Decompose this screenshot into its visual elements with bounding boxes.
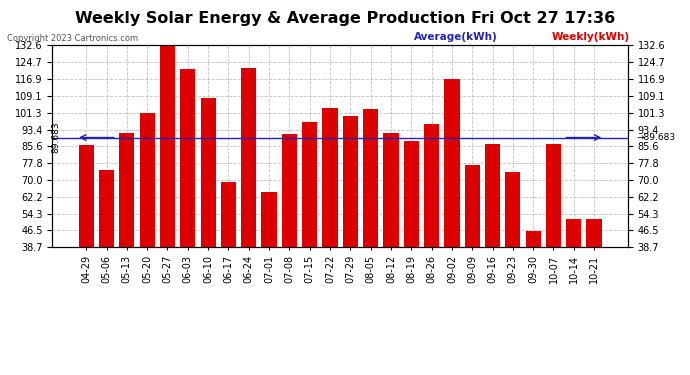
Text: 51.856: 51.856 — [569, 294, 578, 326]
Text: →89.683: →89.683 — [636, 133, 676, 142]
Bar — [119, 133, 135, 330]
Text: 51.692: 51.692 — [589, 294, 599, 326]
Bar — [79, 146, 94, 330]
Bar — [160, 45, 175, 330]
Text: 91.448: 91.448 — [285, 294, 294, 326]
Bar — [424, 124, 440, 330]
Bar — [343, 116, 358, 330]
Bar — [485, 144, 500, 330]
Text: 102.768: 102.768 — [366, 288, 375, 326]
Text: 95.892: 95.892 — [427, 294, 436, 326]
Text: 99.552: 99.552 — [346, 294, 355, 326]
Text: 91.816: 91.816 — [122, 294, 131, 326]
Bar — [99, 170, 114, 330]
Text: 89.683: 89.683 — [51, 122, 60, 153]
Bar — [262, 192, 277, 330]
Bar — [464, 165, 480, 330]
Text: 73.876: 73.876 — [509, 294, 518, 326]
Bar — [526, 231, 541, 330]
Text: Average(kWh): Average(kWh) — [414, 32, 497, 42]
Bar — [282, 134, 297, 330]
Text: Copyright 2023 Cartronics.com: Copyright 2023 Cartronics.com — [7, 34, 138, 43]
Text: 64.324: 64.324 — [264, 294, 273, 326]
Text: 96.760: 96.760 — [305, 294, 314, 326]
Text: 91.584: 91.584 — [386, 294, 395, 326]
Bar — [444, 79, 460, 330]
Text: 121.840: 121.840 — [244, 288, 253, 326]
Bar — [139, 113, 155, 330]
Text: 76.932: 76.932 — [468, 294, 477, 326]
Text: Weekly Solar Energy & Average Production Fri Oct 27 17:36: Weekly Solar Energy & Average Production… — [75, 11, 615, 26]
Bar — [404, 141, 419, 330]
Bar — [302, 122, 317, 330]
Bar — [586, 219, 602, 330]
Text: 86.024: 86.024 — [81, 294, 91, 326]
Bar — [505, 171, 520, 330]
Text: 68.772: 68.772 — [224, 294, 233, 326]
Text: 88.240: 88.240 — [407, 294, 416, 326]
Text: 74.568: 74.568 — [102, 294, 111, 326]
Text: 86.868: 86.868 — [549, 294, 558, 326]
Bar — [546, 144, 561, 330]
Bar — [201, 98, 216, 330]
Bar — [241, 68, 257, 330]
Text: Weekly(kWh): Weekly(kWh) — [552, 32, 630, 42]
Bar — [384, 134, 399, 330]
Bar — [363, 110, 378, 330]
Text: 121.392: 121.392 — [184, 288, 193, 326]
Text: 86.544: 86.544 — [488, 294, 497, 326]
Text: 116.856: 116.856 — [447, 288, 456, 326]
Text: 103.316: 103.316 — [326, 288, 335, 326]
Bar — [566, 219, 582, 330]
Bar — [221, 183, 236, 330]
Text: 101.064: 101.064 — [143, 288, 152, 326]
Bar — [180, 69, 195, 330]
Bar — [322, 108, 337, 330]
Text: 46.128: 46.128 — [529, 294, 538, 326]
Text: 132.552: 132.552 — [163, 288, 172, 326]
Text: 107.884: 107.884 — [204, 288, 213, 326]
